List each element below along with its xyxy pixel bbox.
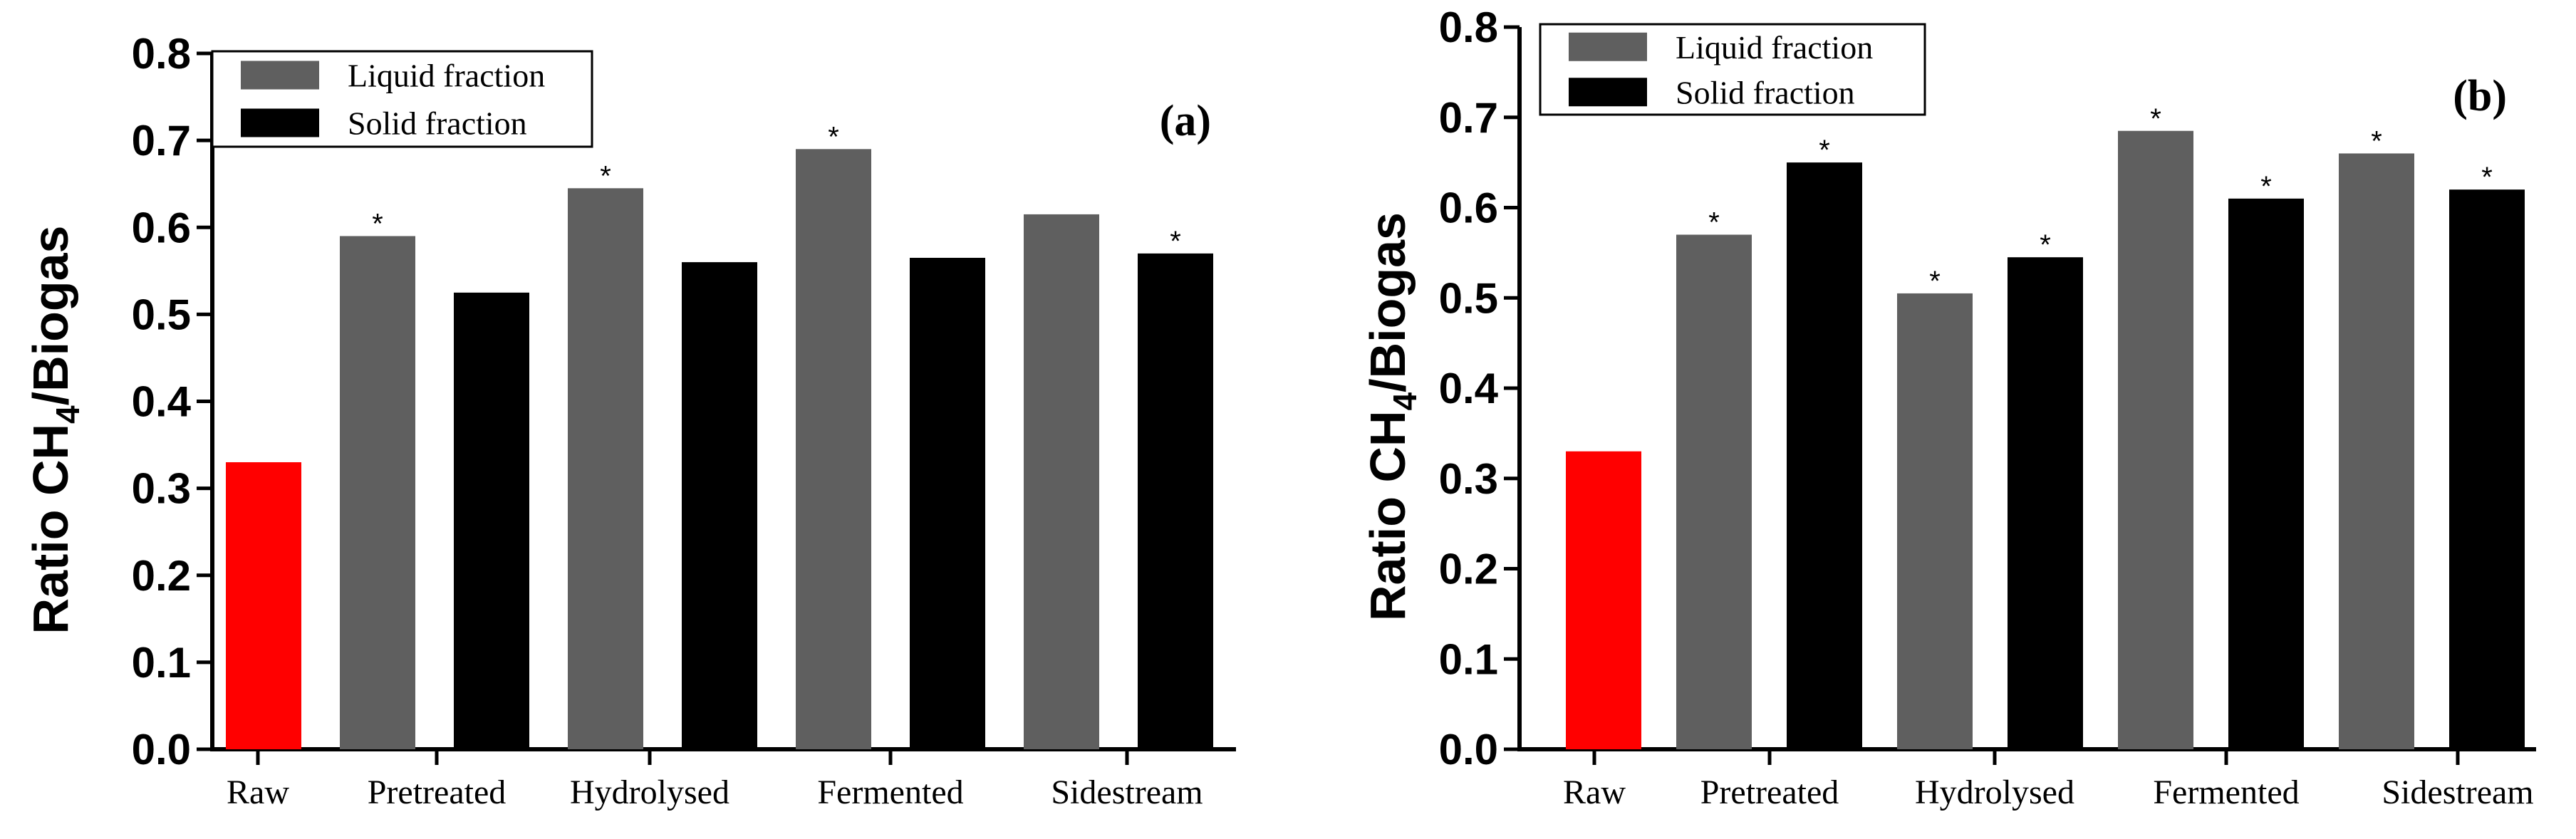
- x-tick-label: Pretreated: [368, 773, 507, 811]
- x-tick-label: Hydrolysed: [1915, 773, 2074, 811]
- bar-hydrolysed-solid: [2008, 257, 2083, 749]
- bar-hydrolysed-liquid: [1897, 293, 1973, 750]
- bar-raw: [226, 462, 301, 749]
- x-tick-label: Fermented: [817, 773, 963, 811]
- y-axis-label-prefix: Ratio CH: [1360, 410, 1416, 621]
- bar-sidestream-solid: [1138, 253, 1213, 749]
- y-tick-label: 0.6: [1439, 184, 1498, 232]
- legend-swatch: [1569, 32, 1647, 61]
- panel-label: (a): [1160, 97, 1211, 145]
- significance-marker: *: [1819, 135, 1830, 166]
- y-tick-label: 0.4: [1439, 365, 1499, 412]
- x-tick-label: Hydrolysed: [570, 773, 729, 811]
- x-tick-label: Fermented: [2153, 773, 2299, 811]
- y-tick-label: 0.5: [1439, 274, 1498, 322]
- legend: Liquid fraction Solid fraction: [211, 50, 593, 148]
- bar-pretreated-solid: [1787, 162, 1862, 749]
- y-tick-label: 0.7: [132, 117, 191, 165]
- x-tick-label: Sidestream: [1051, 773, 1203, 811]
- y-axis-label-suffix: /Biogas: [23, 226, 78, 406]
- bar-pretreated-liquid: [340, 236, 415, 749]
- significance-marker: *: [2040, 229, 2051, 261]
- bar-hydrolysed-liquid: [568, 188, 643, 749]
- panel-label: (b): [2453, 72, 2507, 120]
- legend-swatch: [1569, 78, 1647, 107]
- y-axis-label-suffix: /Biogas: [1360, 212, 1416, 392]
- significance-marker: *: [2371, 125, 2382, 157]
- significance-marker: *: [2260, 171, 2272, 202]
- y-axis-label: Ratio CH4/Biogas: [23, 226, 86, 635]
- legend-label: Solid fraction: [348, 105, 527, 142]
- significance-marker: *: [1170, 226, 1181, 257]
- significance-marker: *: [1708, 207, 1720, 239]
- x-tick-label: Pretreated: [1700, 773, 1839, 811]
- y-axis-label-prefix: Ratio CH: [23, 424, 78, 635]
- y-axis-label-subscript: 4: [1386, 392, 1423, 410]
- y-tick-label: 0.7: [1439, 94, 1498, 142]
- legend-swatch: [241, 61, 319, 90]
- bar-pretreated-solid: [454, 292, 529, 749]
- y-tick-label: 0.4: [132, 378, 192, 426]
- bar-sidestream-solid: [2449, 189, 2525, 749]
- y-tick-label: 0.1: [132, 639, 191, 687]
- y-axis-label-subscript: 4: [49, 405, 86, 424]
- y-tick-label: 0.8: [132, 30, 191, 78]
- bar-raw: [1566, 451, 1641, 749]
- y-tick-label: 0.3: [1439, 455, 1498, 503]
- bar-sidestream-liquid: [2339, 153, 2414, 749]
- significance-marker: *: [828, 121, 839, 152]
- bar-sidestream-liquid: [1024, 214, 1099, 749]
- legend-swatch: [241, 108, 319, 137]
- legend-label: Liquid fraction: [1676, 29, 1873, 66]
- chart-panel-b: 0.0 0.1 0.2 0.3 0.4 0.5 0.6 0.7 0.8 Ratio CH4/Bio…: [1360, 4, 2536, 811]
- significance-marker: *: [2481, 162, 2493, 193]
- y-tick-label: 0.0: [132, 726, 191, 773]
- y-tick-label: 0.0: [1439, 726, 1498, 773]
- x-tick-label: Raw: [227, 773, 289, 811]
- bar-fermented-liquid: [796, 149, 871, 749]
- significance-marker: *: [2150, 103, 2161, 135]
- y-tick-label: 0.1: [1439, 635, 1498, 683]
- y-tick-label: 0.5: [132, 291, 191, 338]
- legend-label: Solid fraction: [1676, 74, 1855, 110]
- bar-fermented-solid: [2228, 198, 2304, 749]
- x-tick-label: Raw: [1563, 773, 1626, 811]
- y-axis-label: Ratio CH4/Biogas: [1360, 212, 1423, 621]
- legend-label: Liquid fraction: [348, 58, 545, 94]
- chart-panel-a: 0.0 0.1 0.2 0.3 0.4 0.5 0.6 0.7 0.8 Ratio CH4/Bio…: [23, 30, 1236, 811]
- bar-fermented-solid: [910, 257, 985, 749]
- y-tick-label: 0.2: [132, 552, 191, 600]
- y-tick-label: 0.6: [132, 204, 191, 251]
- significance-marker: *: [1929, 266, 1941, 297]
- legend: Liquid fraction Solid fraction: [1539, 23, 1926, 116]
- significance-marker: *: [600, 160, 611, 192]
- y-tick-label: 0.8: [1439, 4, 1498, 51]
- significance-marker: *: [372, 208, 383, 239]
- bar-pretreated-liquid: [1676, 234, 1752, 749]
- y-tick-label: 0.3: [132, 465, 191, 513]
- x-tick-label: Sidestream: [2382, 773, 2533, 811]
- y-tick-label: 0.2: [1439, 546, 1498, 593]
- bar-hydrolysed-solid: [682, 262, 757, 750]
- bar-fermented-liquid: [2118, 130, 2193, 749]
